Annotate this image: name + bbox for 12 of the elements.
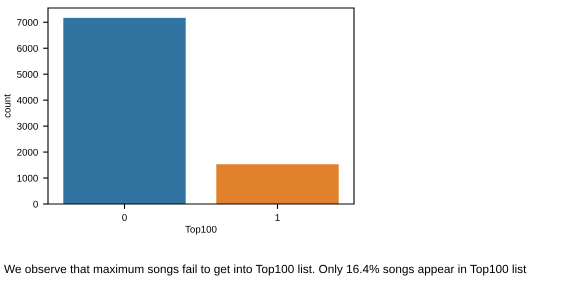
text: We observe that maximum songs fail to get into Top100 list. Only 16.4% songs appear in Top100 list: [4, 264, 526, 276]
y-tick-label: 2000: [17, 148, 38, 156]
y-tick-label: 5000: [17, 70, 38, 78]
y-tick-label: 3000: [17, 122, 38, 130]
y-tick-label: 6000: [17, 44, 38, 52]
y-axis-title: count: [4, 94, 11, 118]
y-tick-label: 0: [33, 200, 38, 208]
y-tick-label: 7000: [17, 19, 38, 26]
x-axis-title: Top100: [185, 226, 217, 235]
y-tick-label: 1000: [17, 174, 38, 182]
x-tick-label: 1: [276, 214, 280, 221]
y-tick-label: 4000: [16, 96, 38, 104]
